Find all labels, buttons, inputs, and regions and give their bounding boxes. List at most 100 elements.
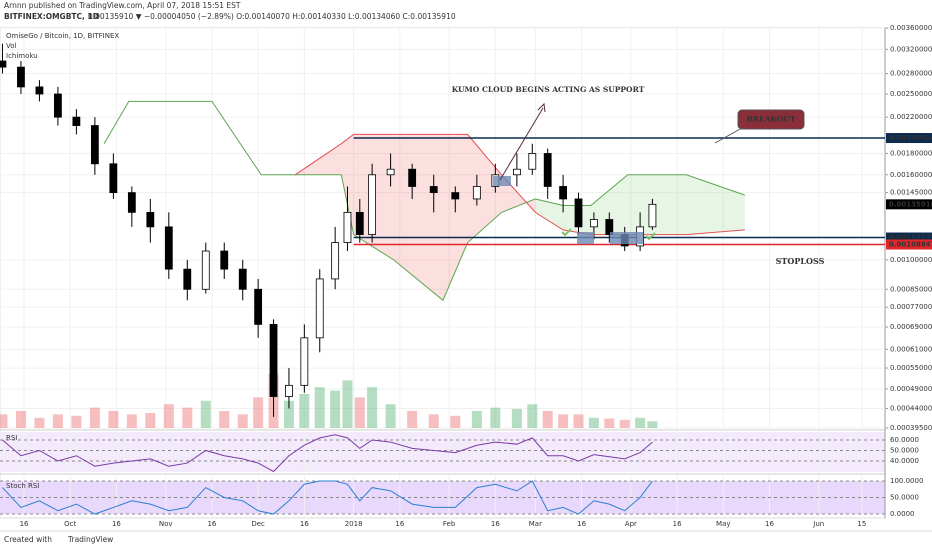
indicator-line bbox=[2, 434, 653, 473]
candle-body bbox=[331, 242, 340, 280]
volume-bar bbox=[542, 411, 553, 428]
x-tick-label: 16 bbox=[395, 520, 404, 528]
volume-bar bbox=[558, 414, 569, 428]
price-tag-label: 0.00196024 bbox=[889, 134, 932, 142]
volume-bar bbox=[34, 417, 45, 428]
candle-body bbox=[54, 93, 62, 118]
x-tick-label: Feb bbox=[443, 520, 456, 528]
price-tag bbox=[886, 199, 932, 210]
price-tag bbox=[886, 239, 932, 250]
y-tick-label: 0.00069000 bbox=[890, 323, 932, 331]
volume-bar bbox=[604, 418, 615, 428]
volume-bar bbox=[253, 397, 264, 428]
candle-body bbox=[90, 125, 99, 165]
x-tick-label: 16 bbox=[765, 520, 774, 528]
x-tick-label: 16 bbox=[577, 520, 586, 528]
candle-body bbox=[35, 86, 44, 95]
volume-bar bbox=[314, 387, 325, 428]
candle-body bbox=[285, 384, 293, 397]
indicator: Vol bbox=[6, 42, 17, 50]
candle-body bbox=[590, 219, 598, 228]
y-tick-label: 0.00044000 bbox=[890, 404, 932, 412]
cloud-fill bbox=[627, 174, 687, 235]
y-tick-label: 0.00250000 bbox=[890, 90, 932, 98]
x-tick-label: Jun bbox=[812, 520, 824, 528]
volume-bar bbox=[450, 415, 461, 428]
volume-bar bbox=[490, 407, 501, 428]
footer-text: Created with bbox=[4, 535, 52, 544]
volume-bar bbox=[52, 414, 63, 428]
y-tick-label: 0.00360000 bbox=[890, 24, 932, 32]
x-tick-label: 15 bbox=[857, 520, 866, 528]
stoch-band bbox=[0, 481, 885, 514]
x-tick-label: Nov bbox=[159, 520, 173, 528]
candle-body bbox=[648, 203, 657, 228]
cloud-fill bbox=[467, 134, 502, 243]
volume-bar bbox=[573, 414, 584, 428]
cloud-fill bbox=[393, 134, 443, 301]
arrow bbox=[499, 102, 546, 181]
candle-body bbox=[429, 186, 438, 194]
volume-bar bbox=[108, 411, 119, 428]
cloud-fill bbox=[535, 198, 564, 230]
candle-body bbox=[17, 66, 25, 88]
volume-bar bbox=[237, 414, 248, 428]
highlight-box bbox=[493, 176, 511, 186]
pane-title: RSI bbox=[6, 434, 17, 442]
x-tick-label: 16 bbox=[112, 520, 121, 528]
y-tick-label: 0.00039500 bbox=[890, 424, 932, 432]
volume-bar bbox=[471, 411, 482, 428]
candle-body bbox=[269, 324, 278, 397]
volume-bar bbox=[182, 407, 193, 428]
y-tick-label: 0.00055000 bbox=[890, 364, 932, 372]
candle-body bbox=[543, 153, 552, 187]
y-tick-label: 60.0000 bbox=[890, 436, 919, 444]
candle-body bbox=[238, 268, 247, 290]
volume-bar bbox=[145, 413, 156, 428]
x-tick-label: 16 bbox=[300, 520, 309, 528]
y-tick-label: 0.00100000 bbox=[890, 256, 932, 264]
candle-body bbox=[559, 186, 567, 200]
cloud-fill bbox=[590, 174, 628, 235]
x-tick-label: 2018 bbox=[345, 520, 363, 528]
annotation: STOPLOSS bbox=[776, 256, 825, 266]
candle-body bbox=[368, 174, 377, 235]
volume-bar bbox=[354, 397, 365, 428]
x-tick-label: 16 bbox=[491, 520, 500, 528]
candle-body bbox=[528, 153, 537, 170]
candle-body bbox=[355, 211, 364, 235]
y-tick-label: 0.00160000 bbox=[890, 171, 932, 179]
candle-body bbox=[146, 211, 155, 228]
volume-bar bbox=[126, 414, 137, 428]
volume-bar bbox=[511, 408, 522, 428]
y-tick-label: 0.00320000 bbox=[890, 45, 932, 53]
candle-body bbox=[220, 250, 229, 270]
y-tick-label: 50.0000 bbox=[890, 493, 919, 501]
candle-body bbox=[164, 226, 173, 270]
price-tag bbox=[886, 232, 932, 243]
symbol: BITFINEX:OMGBTC, 1D bbox=[4, 12, 99, 21]
callout-line bbox=[714, 127, 743, 144]
volume-bar bbox=[635, 417, 646, 428]
span-a bbox=[103, 100, 746, 302]
highlight-box bbox=[577, 232, 594, 244]
candle-body bbox=[109, 163, 118, 194]
indicator: Ichimoku bbox=[6, 52, 38, 60]
candle-body bbox=[254, 288, 263, 325]
x-tick-label: 16 bbox=[673, 520, 682, 528]
volume-bar bbox=[283, 400, 294, 428]
indicator-line bbox=[2, 480, 653, 515]
callout bbox=[737, 109, 805, 130]
x-tick-label: May bbox=[716, 520, 730, 528]
chart-title: OmiseGo / Bitcoin, 1D, BITFINEX bbox=[6, 32, 119, 40]
candle-body bbox=[386, 168, 395, 176]
volume-bar bbox=[385, 404, 396, 428]
pane-title: Stoch RSI bbox=[6, 482, 39, 490]
highlight-box bbox=[610, 232, 643, 244]
y-tick-label: 40.0000 bbox=[890, 457, 919, 465]
price-tag-label: 0.00113137 bbox=[889, 234, 932, 242]
volume-bar bbox=[163, 404, 174, 428]
volume-bar bbox=[367, 387, 378, 428]
candle-body bbox=[512, 168, 521, 176]
